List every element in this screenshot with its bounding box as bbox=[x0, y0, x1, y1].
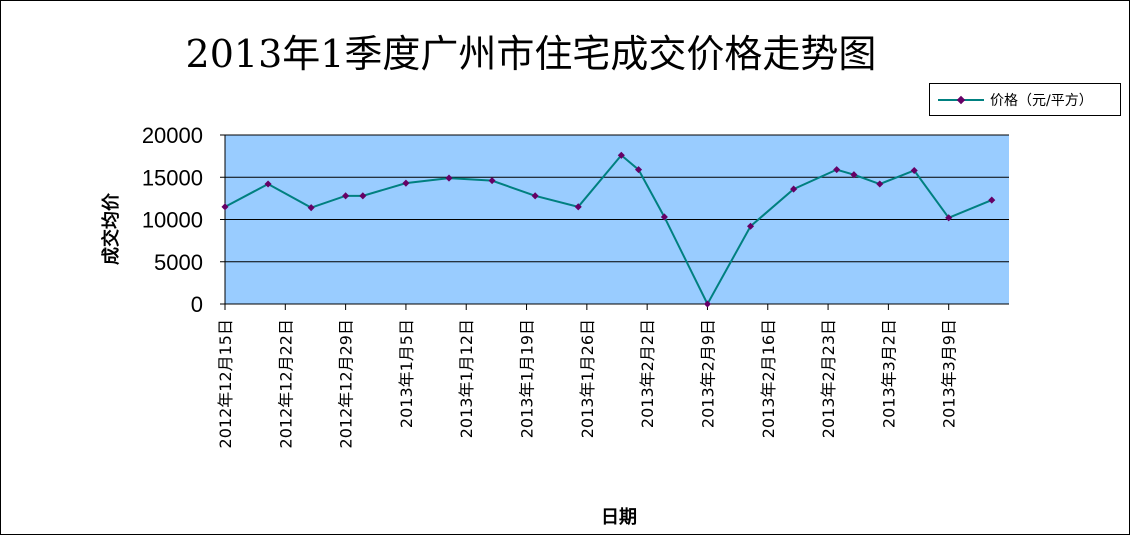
legend-label: 价格（元/平方） bbox=[990, 92, 1093, 109]
data-point bbox=[574, 203, 582, 211]
data-point bbox=[307, 204, 315, 212]
y-tick-label: 20000 bbox=[142, 123, 203, 148]
x-axis-label: 日期 bbox=[601, 507, 637, 528]
x-tick-label: 2013年3月9日 bbox=[940, 319, 959, 428]
x-tick-label: 2012年12月15日 bbox=[216, 319, 235, 448]
data-point bbox=[264, 180, 272, 188]
data-point bbox=[402, 179, 410, 187]
x-tick-label: 2013年2月9日 bbox=[698, 319, 717, 428]
data-point bbox=[342, 192, 350, 200]
data-point bbox=[988, 196, 996, 204]
x-tick-label: 2013年2月23日 bbox=[819, 319, 838, 438]
data-point bbox=[531, 192, 539, 200]
x-tick-label: 2012年12月29日 bbox=[337, 319, 356, 448]
x-tick-label: 2013年2月2日 bbox=[638, 319, 657, 428]
data-point bbox=[703, 300, 711, 308]
legend: 价格（元/平方） bbox=[929, 83, 1121, 116]
data-point bbox=[488, 177, 496, 185]
y-tick-label: 5000 bbox=[154, 250, 203, 275]
data-point bbox=[617, 151, 625, 159]
y-tick-label: 0 bbox=[191, 292, 203, 317]
x-tick-label: 2013年2月16日 bbox=[759, 319, 778, 438]
y-tick-label: 15000 bbox=[142, 165, 203, 190]
chart-title: 2013年1季度广州市住宅成交价格走势图 bbox=[185, 32, 877, 76]
data-point bbox=[910, 166, 918, 175]
data-point bbox=[945, 214, 953, 222]
data-point bbox=[747, 222, 755, 230]
y-tick-label: 10000 bbox=[142, 208, 203, 233]
data-point bbox=[221, 203, 229, 211]
legend-swatch bbox=[938, 94, 984, 106]
data-point bbox=[850, 171, 858, 179]
x-tick-label: 2013年3月2日 bbox=[879, 319, 898, 428]
data-point bbox=[660, 213, 668, 221]
x-tick-label: 2012年12月22日 bbox=[276, 319, 295, 448]
x-tick-label: 2013年1月26日 bbox=[578, 319, 597, 438]
data-point bbox=[635, 166, 643, 174]
x-tick-label: 2013年1月12日 bbox=[457, 319, 476, 438]
series-line bbox=[224, 153, 993, 307]
data-point bbox=[359, 192, 367, 200]
data-point bbox=[876, 180, 884, 188]
data-point bbox=[790, 185, 798, 193]
x-tick-label: 2013年1月19日 bbox=[518, 319, 537, 438]
data-point bbox=[833, 166, 841, 174]
x-tick-label: 2013年1月5日 bbox=[397, 319, 416, 428]
data-point bbox=[445, 174, 453, 182]
